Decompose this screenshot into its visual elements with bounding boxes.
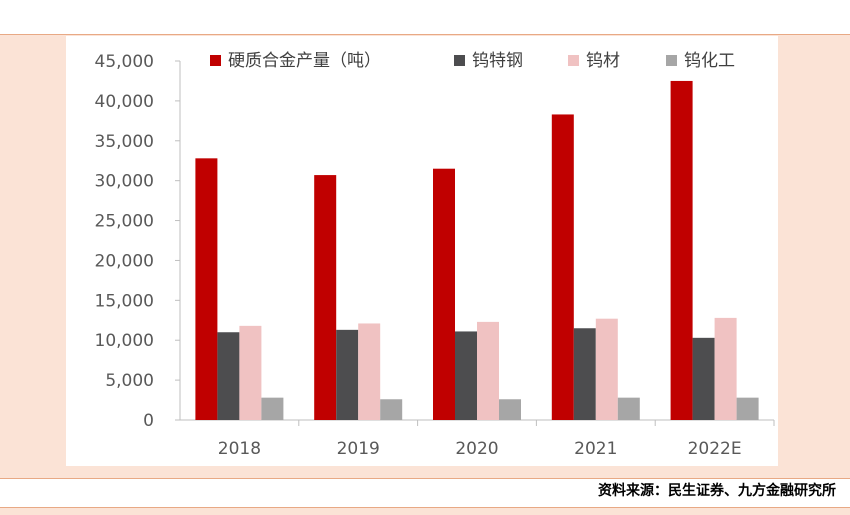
x-tick-label: 2020 [455,439,498,459]
bar [477,321,499,420]
bar [617,397,640,420]
y-tick-label: 10,000 [95,331,154,351]
bar [433,168,455,420]
legend-swatch [454,55,465,66]
x-tick-label: 2022E [688,439,742,459]
bar [551,114,574,420]
y-tick-label: 45,000 [95,52,154,72]
bar-chart: 0 5,000 10,000 15,000 20,000 25,000 30,000 35,0… [95,51,775,459]
bar [692,337,715,420]
bar [217,332,240,420]
x-tick-label: 2018 [218,439,261,459]
bar [455,331,477,420]
bar [499,399,521,420]
bar [358,323,381,420]
bar [336,329,359,420]
top-band [0,0,850,35]
bar [380,399,403,420]
y-tick-label: 25,000 [95,212,154,232]
legend-label: 钨特钢 [472,51,523,71]
legend-label: 钨材 [586,51,620,71]
bar [714,317,737,420]
bar [595,318,618,420]
bar [573,328,596,420]
x-tick-label: 2021 [574,439,617,459]
bar [261,397,284,420]
source-note: 资料来源：民生证券、九方金融研究所 [598,483,836,499]
y-tick-label: 0 [143,411,154,431]
chart-panel: 0 5,000 10,000 15,000 20,000 25,000 30,000 35,0… [66,36,778,466]
legend-swatch [666,55,677,66]
y-tick-label: 5,000 [105,371,154,391]
legend-label: 硬质合金产量（吨） [228,51,381,71]
y-tick-label: 20,000 [95,251,154,271]
bar [670,80,693,420]
x-tick-label: 2019 [337,439,380,459]
bar [314,175,337,420]
y-tick-label: 40,000 [95,92,154,112]
y-tick-label: 30,000 [95,172,154,192]
y-tick-label: 35,000 [95,132,154,152]
bar [239,325,262,420]
bar [195,158,218,420]
bar [736,397,759,420]
legend-label: 钨化工 [684,51,735,71]
legend-swatch [568,55,579,66]
bottom-band [0,478,850,508]
y-tick-label: 15,000 [95,291,154,311]
legend-swatch [210,55,221,66]
